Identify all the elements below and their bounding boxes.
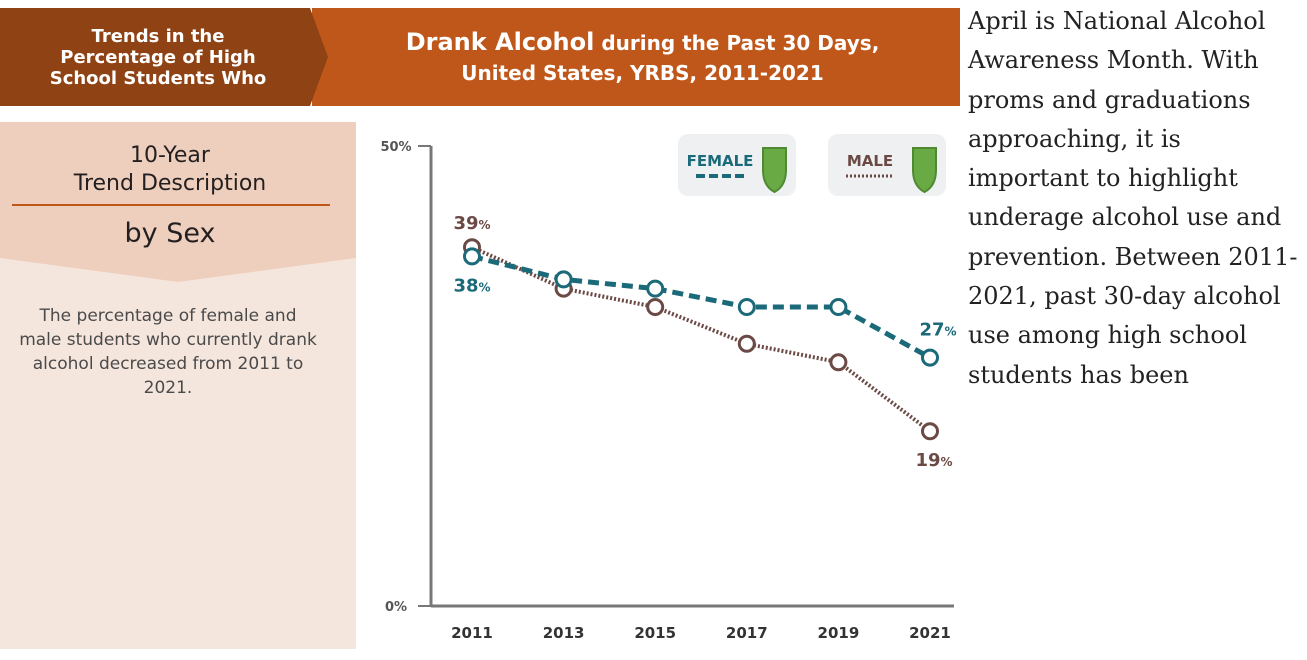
series-female-point (646, 279, 665, 298)
shield-icon (762, 147, 787, 194)
x-tick-label: 2019 (818, 624, 860, 642)
trend-divider (12, 204, 330, 206)
line-chart: 50% 0% 2011 2013 2015 2017 2019 2021 FEMALE MALE… (380, 134, 957, 642)
series-female-point (463, 247, 481, 266)
trend-subtitle: by Sex (124, 218, 216, 249)
series-male-point (646, 298, 665, 316)
legend-female-label: FEMALE (687, 152, 754, 170)
infographic: Trends in the Percentage of High School … (0, 8, 960, 649)
series-male-point (829, 353, 848, 372)
trend-title: 10-Year Trend Description (73, 143, 267, 196)
chart-title-bold: Drank Alcohol (405, 27, 595, 56)
legend-male-label: MALE (847, 152, 893, 170)
chart-title: Drank Alcohol during the Past 30 Days, (406, 27, 880, 58)
chart-header: Drank Alcohol during the Past 30 Days, U… (325, 8, 960, 106)
series-male-line (471, 245, 932, 433)
data-label-male-2011: 39% (453, 213, 490, 234)
x-tick-label: 2015 (634, 624, 676, 642)
header-banner (312, 8, 960, 106)
x-tick-label: 2013 (543, 624, 585, 642)
series-female-point (921, 348, 939, 367)
series-male-point (921, 422, 939, 441)
series-female-point (737, 298, 756, 316)
trend-panel: 10-Year Trend Description by Sex The per… (0, 122, 356, 649)
chart-title-rest: during the Past 30 Days, (594, 30, 880, 55)
x-tick-label: 2011 (451, 624, 493, 642)
header-label: Trends in the Percentage of High School … (49, 25, 267, 89)
chart-subtitle: United States, YRBS, 2011-2021 (461, 60, 824, 85)
data-label-female-2011: 38% (453, 275, 490, 296)
x-tick-label: 2021 (909, 624, 951, 642)
shield-icon (912, 147, 937, 194)
y-tick-label: 0% (385, 600, 407, 615)
header-label-box: Trends in the Percentage of High School … (0, 8, 328, 106)
series-male-point (737, 334, 756, 353)
trend-description: The percentage of female and male studen… (19, 306, 317, 398)
article-text: April is National Alcohol Awareness Mont… (968, 7, 1298, 389)
data-label-female-2021: 27% (919, 320, 956, 341)
trend-header: 10-Year Trend Description by Sex (0, 122, 356, 282)
trend-header-bg (0, 122, 356, 282)
series-female-point (829, 298, 848, 316)
series-female-point (554, 270, 573, 289)
y-tick-label: 50% (380, 140, 411, 155)
data-label-male-2021: 19% (915, 450, 952, 471)
series-female-line (471, 253, 932, 360)
x-tick-label: 2017 (726, 624, 768, 642)
